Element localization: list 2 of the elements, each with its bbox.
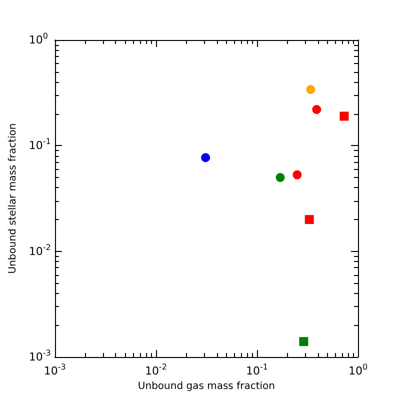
x-axis-title: Unbound gas mass fraction [138,380,275,392]
y-axis-title: Unbound stellar mass fraction [8,123,18,274]
